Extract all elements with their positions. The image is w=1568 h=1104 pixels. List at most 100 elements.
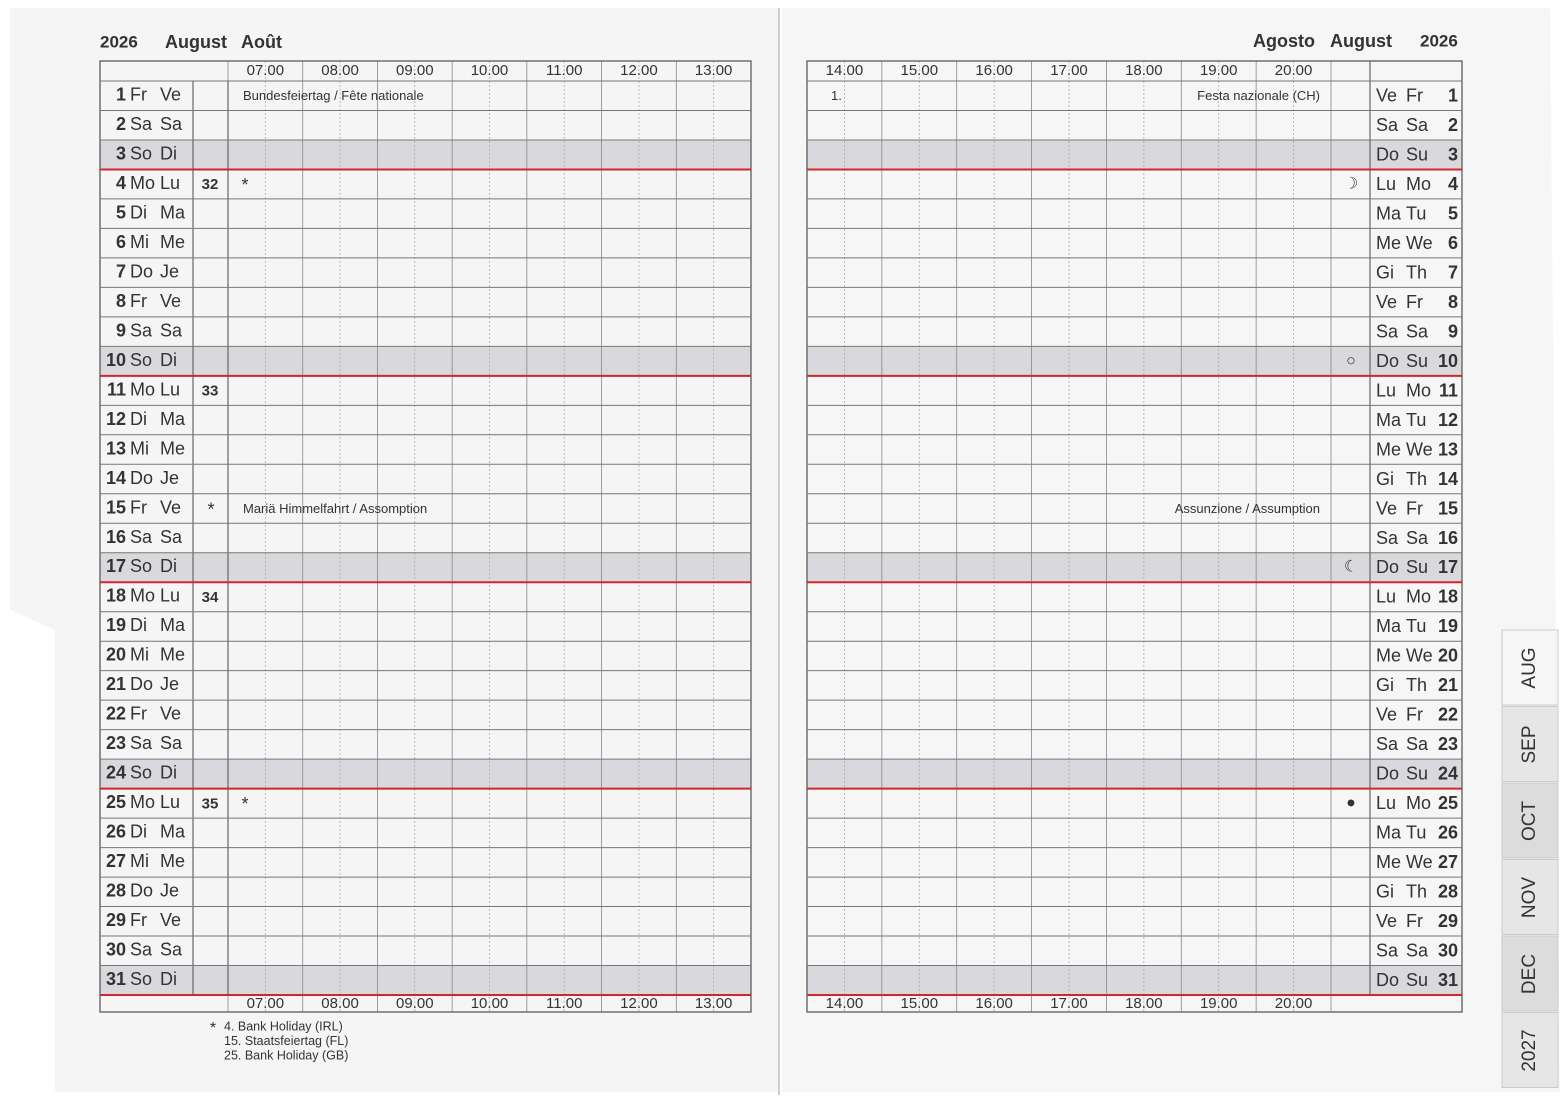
weekday-en: Th [1406, 882, 1427, 902]
weekend-shade [100, 346, 751, 376]
day-number: 24 [106, 763, 126, 783]
hour-label: 14.00 [826, 62, 864, 79]
weekday-en: Mo [1406, 380, 1431, 400]
weekday-en: Tu [1406, 823, 1426, 843]
day-number: 11 [1439, 380, 1458, 400]
hour-label: 07.00 [247, 62, 285, 79]
hour-label: 12.00 [620, 62, 658, 79]
moon-phase: ☾ [1344, 559, 1358, 576]
hour-label: 11.00 [546, 62, 582, 79]
weekday-en: Su [1406, 764, 1428, 784]
weekend-shade [100, 552, 751, 583]
day-number: 20 [106, 645, 126, 665]
weekday-de: Mo [130, 173, 155, 193]
weekday-en: Su [1406, 970, 1428, 990]
weekday-de: Di [130, 822, 147, 842]
weekday-fr: Di [160, 143, 177, 163]
week-number: 34 [202, 589, 219, 606]
weekday-en: Sa [1406, 115, 1429, 135]
day-number: 26 [1438, 823, 1458, 843]
day-number: 31 [106, 969, 126, 989]
hour-label: 15.00 [901, 995, 939, 1012]
weekday-en: We [1406, 439, 1433, 459]
day-number: 17 [106, 556, 126, 576]
weekday-it: Gi [1376, 675, 1394, 695]
day-number: 26 [106, 822, 126, 842]
holiday-star: * [207, 499, 214, 519]
tab [1501, 782, 1559, 859]
weekday-de: Fr [130, 497, 147, 517]
weekday-en: Sa [1406, 528, 1429, 548]
weekday-fr: Ma [160, 615, 186, 635]
day-number: 5 [1448, 203, 1458, 223]
day-number: 14 [1438, 469, 1458, 489]
weekend-shade [807, 759, 1462, 789]
weekday-it: Me [1376, 439, 1401, 459]
weekday-fr: Ve [160, 497, 181, 517]
weekday-de: Sa [130, 940, 153, 960]
tabs [1501, 629, 1559, 1088]
weekday-it: Ma [1376, 203, 1402, 223]
day-number: 17 [1438, 557, 1458, 577]
day-number: 7 [116, 261, 126, 281]
weekday-fr: Di [160, 969, 177, 989]
weekday-fr: Sa [160, 527, 183, 547]
hour-label: 14.00 [826, 995, 864, 1012]
tab-label: 2027 [1519, 1029, 1540, 1071]
table-frame [806, 60, 1463, 1013]
hour-label: 10.00 [471, 62, 509, 79]
weekday-fr: Je [160, 881, 179, 901]
day-number: 8 [116, 291, 126, 311]
hour-label: 17.00 [1050, 62, 1088, 79]
weekday-it: Ma [1376, 823, 1402, 843]
weekday-fr: Di [160, 350, 177, 370]
weekend-shade [807, 965, 1462, 995]
weekday-fr: Di [160, 556, 177, 576]
weekday-fr: Ma [160, 409, 186, 429]
weekday-fr: Sa [160, 114, 183, 134]
day-number: 22 [106, 704, 126, 724]
weekday-it: Ve [1376, 705, 1397, 725]
weekday-it: Gi [1376, 469, 1394, 489]
weekday-it: Gi [1376, 262, 1394, 282]
weekend-shade [807, 139, 1462, 170]
footnote-line: 4. Bank Holiday (IRL) [224, 1019, 343, 1033]
weekday-it: Sa [1376, 734, 1399, 754]
weekday-it: Do [1376, 351, 1399, 371]
weekday-de: Mo [130, 379, 155, 399]
day-number: 23 [106, 733, 126, 753]
day-number: 3 [1448, 144, 1458, 164]
weekday-it: Me [1376, 852, 1401, 872]
weekday-fr: Sa [160, 733, 183, 753]
hour-label: 12.00 [620, 995, 658, 1012]
month-de: August [165, 32, 227, 52]
weekday-fr: Me [160, 438, 185, 458]
weekday-en: Sa [1406, 734, 1429, 754]
right-page [782, 8, 1560, 1092]
tab [1501, 1012, 1559, 1088]
weekday-de: So [130, 350, 152, 370]
weekday-de: Fr [130, 291, 147, 311]
tab-label: DEC [1519, 954, 1540, 994]
day-number: 30 [1438, 941, 1458, 961]
hour-label: 10.00 [471, 995, 509, 1012]
day-number: 4 [116, 173, 126, 193]
note-mark: 1. [831, 88, 842, 103]
weekday-fr: Je [160, 261, 179, 281]
day-number: 16 [1438, 528, 1458, 548]
content: 2026 August Août Agosto August 202607.0007.00… [99, 31, 1540, 1072]
weekday-it: Sa [1376, 321, 1399, 341]
weekday-en: Sa [1406, 321, 1429, 341]
day-number: 1 [116, 84, 126, 104]
weekday-en: Mo [1406, 587, 1431, 607]
weekday-it: Ve [1376, 911, 1397, 931]
weekday-en: Th [1406, 675, 1427, 695]
hour-label: 07.00 [247, 995, 285, 1012]
hour-label: 16.00 [975, 62, 1013, 79]
tab [1501, 706, 1559, 782]
weekday-fr: Lu [160, 173, 180, 193]
day-number: 19 [1438, 616, 1458, 636]
weekend-shade [100, 759, 751, 789]
footnote-symbol: * [210, 1020, 216, 1037]
day-number: 31 [1438, 970, 1458, 990]
